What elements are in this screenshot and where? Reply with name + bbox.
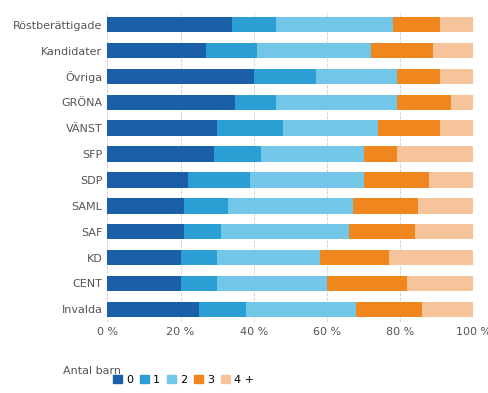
Bar <box>419 198 473 214</box>
Bar <box>107 69 254 84</box>
Bar <box>107 172 188 188</box>
Bar <box>107 198 184 214</box>
Bar <box>254 69 316 84</box>
Bar <box>184 198 228 214</box>
Bar <box>389 250 473 265</box>
Bar <box>107 224 184 239</box>
Bar <box>107 17 232 33</box>
Bar <box>276 17 393 33</box>
Bar <box>451 95 473 110</box>
Bar <box>228 198 352 214</box>
Bar <box>422 301 473 317</box>
Bar <box>276 95 396 110</box>
Bar <box>393 17 441 33</box>
Bar <box>199 301 246 317</box>
Bar <box>283 120 378 136</box>
Bar <box>107 301 199 317</box>
Bar <box>327 276 407 291</box>
Bar <box>250 172 364 188</box>
Bar <box>235 95 276 110</box>
Bar <box>107 120 217 136</box>
Bar <box>364 172 429 188</box>
Bar <box>349 224 415 239</box>
Bar <box>429 172 473 188</box>
Bar <box>371 43 433 58</box>
Bar <box>364 146 396 162</box>
Bar <box>320 250 389 265</box>
Bar <box>352 198 419 214</box>
Bar <box>415 224 473 239</box>
Bar <box>217 250 320 265</box>
Bar <box>441 17 473 33</box>
Bar <box>107 276 181 291</box>
Bar <box>232 17 276 33</box>
Bar <box>206 43 258 58</box>
Bar <box>441 120 473 136</box>
Bar <box>214 146 261 162</box>
Bar <box>356 301 422 317</box>
Bar <box>221 224 349 239</box>
Bar <box>258 43 371 58</box>
Bar <box>441 69 473 84</box>
Bar <box>188 172 250 188</box>
Bar <box>396 146 473 162</box>
Bar <box>396 69 441 84</box>
Bar <box>107 146 214 162</box>
Text: Antal barn: Antal barn <box>63 366 122 376</box>
Bar <box>433 43 473 58</box>
Bar <box>217 276 327 291</box>
Bar <box>407 276 473 291</box>
Bar <box>184 224 221 239</box>
Bar <box>107 95 235 110</box>
Bar <box>181 250 217 265</box>
Legend: 0, 1, 2, 3, 4 +: 0, 1, 2, 3, 4 + <box>113 375 254 385</box>
Bar <box>396 95 451 110</box>
Bar <box>107 250 181 265</box>
Bar <box>316 69 396 84</box>
Bar <box>107 43 206 58</box>
Bar <box>217 120 283 136</box>
Bar <box>378 120 441 136</box>
Bar <box>246 301 356 317</box>
Bar <box>181 276 217 291</box>
Bar <box>261 146 364 162</box>
